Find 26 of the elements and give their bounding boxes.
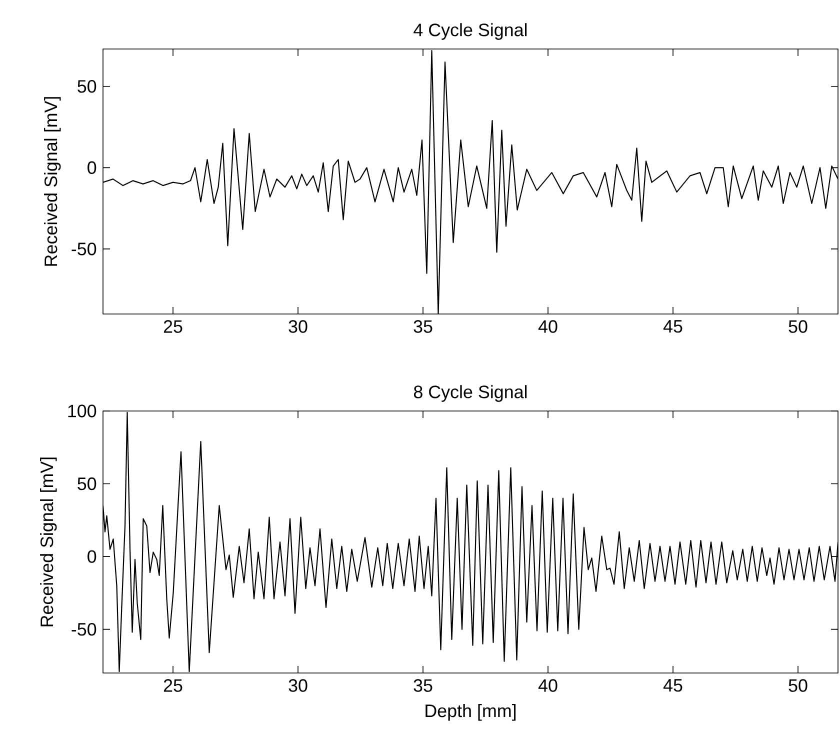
y-tick-label: 50: [78, 477, 96, 490]
x-tick-label: 30: [288, 320, 308, 333]
y-tick-label: -50: [72, 622, 96, 636]
x-tick-label: 40: [538, 320, 558, 333]
x-tick-label: 25: [164, 679, 182, 692]
y-tick-label: -50: [72, 242, 96, 256]
y-tick-label: 50: [78, 80, 96, 93]
x-tick-label: 45: [663, 320, 682, 333]
line-series: [103, 50, 838, 314]
x-tick-label: 45: [663, 679, 682, 692]
x-axis-title: Depth [mm]: [426, 704, 516, 721]
x-tick-label: 35: [414, 679, 432, 692]
line-series: [103, 412, 838, 672]
x-tick-label: 50: [788, 320, 808, 333]
y-tick-label: 0: [88, 550, 96, 563]
chart-title: 4 Cycle Signal: [414, 23, 527, 40]
x-tick-label: 40: [538, 679, 558, 692]
y-tick-label: 100: [68, 404, 96, 418]
y-axis-title: Received Signal [mV]: [40, 458, 57, 626]
y-tick-label: 0: [88, 161, 96, 174]
x-tick-label: 35: [414, 320, 432, 333]
x-tick-label: 25: [164, 320, 182, 333]
x-tick-label: 50: [788, 679, 808, 692]
chart-title: 8 Cycle Signal: [414, 385, 527, 402]
y-axis-title: Received Signal [mV]: [44, 97, 61, 266]
x-tick-label: 30: [288, 679, 308, 692]
